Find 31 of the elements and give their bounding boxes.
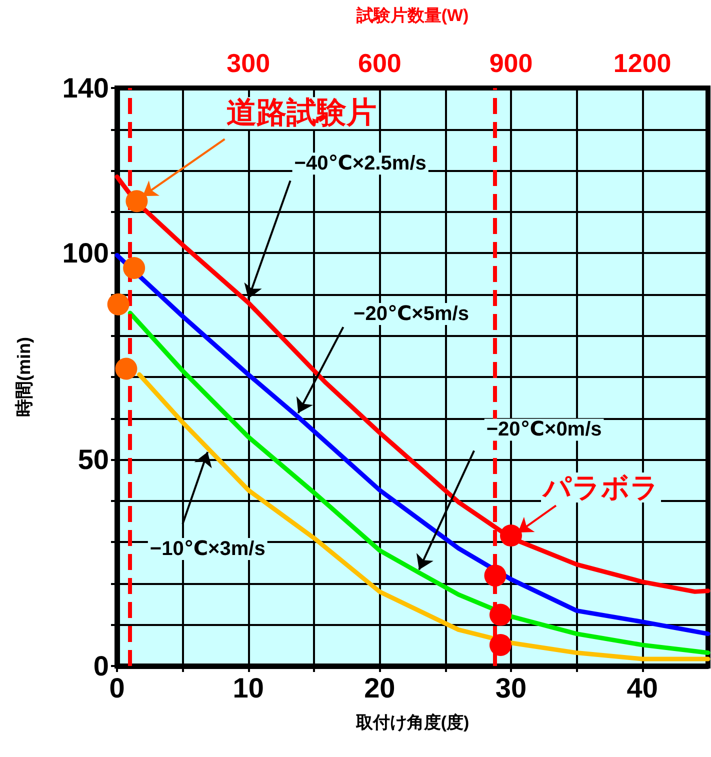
annotation: −20℃×5m/s [354,303,469,326]
point [490,634,512,656]
x-tick-label: 20 [364,672,396,704]
y-tick-label: 50 [78,444,109,476]
annotation: 道路試験片 [226,96,377,130]
line-series [137,372,710,662]
y-tick-label: 0 [93,650,109,682]
x2-axis-title: 試験片数量(W) [355,6,469,25]
x-tick-label: 10 [232,672,264,704]
x-axis-title: 取付け角度(度) [354,713,470,732]
x2-tick-label: 300 [226,48,270,78]
annotation: −40℃×2.5m/s [294,152,426,175]
line-series [114,252,710,636]
point [490,604,512,626]
y-tick-label: 140 [62,72,109,104]
x2-tick-label: 1200 [613,48,672,78]
annotation: −10℃×3m/s [150,538,266,560]
point [115,358,138,380]
point [107,293,130,316]
x2-tick-label: 900 [489,48,533,78]
x-tick-label: 40 [626,672,658,704]
y-tick-label: 100 [62,238,109,269]
x2-tick-label: 600 [358,48,402,78]
x-tick-label: 30 [495,672,527,704]
point [123,257,146,279]
point [484,564,506,587]
annotation: パラボラ [541,472,659,504]
point [126,190,148,212]
y-axis-title: 時間(min) [14,337,34,417]
annotation: −20℃×0m/s [486,418,602,441]
point [500,524,522,547]
